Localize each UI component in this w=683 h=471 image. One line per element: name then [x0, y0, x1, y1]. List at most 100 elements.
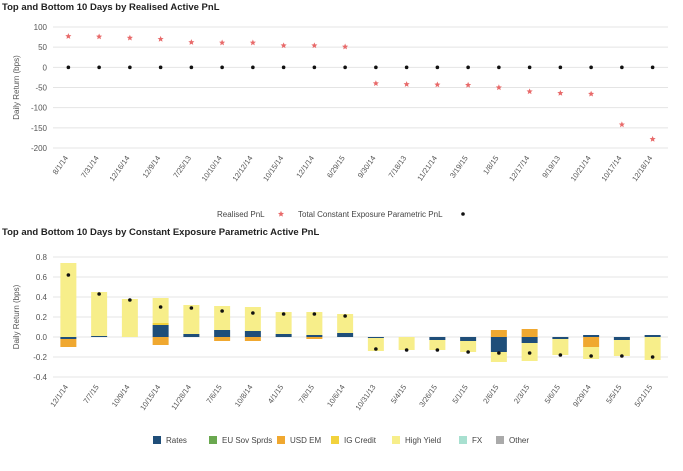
parametric-pnl-point — [189, 65, 194, 70]
bar-segment — [306, 335, 323, 337]
parametric-pnl-point — [66, 65, 71, 70]
bar-segment — [429, 340, 446, 350]
bar-segment — [521, 337, 538, 343]
x-tick-label: 9/30/14 — [356, 154, 378, 180]
bar-segment — [275, 312, 292, 334]
total-pnl-point — [558, 353, 563, 357]
x-tick-label: 9/19/13 — [540, 154, 562, 180]
legend-star-marker — [277, 210, 285, 217]
parametric-pnl-point — [158, 65, 163, 70]
bar-segment — [244, 337, 261, 341]
realised-pnl-point — [465, 81, 472, 88]
x-tick-label: 3/19/15 — [448, 154, 470, 180]
legend-dot-marker — [461, 212, 465, 216]
realised-pnl-point — [219, 39, 226, 46]
parametric-pnl-point — [281, 65, 286, 70]
y-tick-label: 0.0 — [36, 333, 48, 342]
bar-segment — [644, 335, 661, 337]
x-tick-label: 7/18/13 — [387, 154, 409, 180]
realised-pnl-point — [188, 39, 195, 45]
bar-segment — [429, 337, 446, 340]
total-pnl-point — [66, 273, 71, 277]
realised-pnl-point — [249, 39, 256, 46]
bar-segment — [214, 306, 231, 330]
bar-segment — [521, 329, 538, 337]
bar-segment — [152, 323, 169, 325]
legend-swatch — [331, 436, 339, 444]
x-tick-label: 10/9/14 — [110, 383, 132, 409]
y-tick-label: 0.2 — [36, 313, 48, 322]
x-tick-label: 5/21/15 — [633, 383, 655, 409]
parametric-pnl-point — [374, 65, 378, 70]
bar-segment — [91, 292, 108, 336]
x-tick-label: 12/16/14 — [107, 154, 131, 183]
total-pnl-point — [251, 311, 255, 315]
realised-pnl-point — [495, 84, 502, 91]
bar-segment — [91, 336, 108, 337]
total-pnl-point — [435, 348, 440, 352]
realised-pnl-point — [403, 81, 410, 87]
legend-label: FX — [472, 436, 483, 445]
bar-segment — [583, 335, 600, 337]
legend-label: USD EM — [290, 436, 321, 445]
x-tick-label: 10/15/14 — [261, 154, 285, 183]
total-pnl-point — [374, 347, 378, 351]
bar-segment — [583, 337, 600, 347]
bar-segment — [490, 337, 507, 352]
bar-segment — [152, 325, 169, 337]
legend-label: IG Credit — [344, 436, 377, 445]
total-pnl-point — [620, 354, 624, 358]
legend-label: Realised PnL — [217, 210, 265, 219]
x-tick-label: 6/29/15 — [325, 154, 347, 180]
y-tick-label: -0.2 — [33, 353, 47, 362]
parametric-pnl-point — [558, 65, 563, 70]
bar-segment — [337, 333, 354, 337]
bar-segment — [490, 330, 507, 337]
bar-segment — [183, 305, 200, 334]
x-tick-label: 5/5/15 — [604, 383, 623, 405]
x-tick-label: 7/6/15 — [204, 383, 223, 405]
x-tick-label: 9/29/14 — [571, 383, 593, 409]
x-tick-label: 11/21/14 — [415, 154, 439, 183]
parametric-pnl-point — [312, 65, 317, 70]
realised-pnl-chart-panel: Top and Bottom 10 Days by Realised Activ… — [0, 0, 683, 230]
total-pnl-point — [589, 354, 593, 358]
x-tick-label: 10/15/14 — [138, 383, 162, 412]
total-pnl-point — [527, 351, 532, 355]
y-tick-label: -50 — [35, 84, 47, 93]
bar-segment — [152, 298, 169, 323]
legend-label: High Yield — [405, 436, 441, 445]
legend-label: Total Constant Exposure Parametric PnL — [298, 210, 443, 219]
x-tick-label: 11/28/14 — [169, 383, 193, 412]
parametric-pnl-point — [650, 65, 655, 70]
x-tick-label: 10/31/13 — [353, 383, 377, 412]
bar-segment — [460, 341, 477, 352]
y-tick-label: 0.4 — [36, 293, 48, 302]
bar-segment — [398, 337, 415, 350]
y-tick-label: 0.8 — [36, 253, 48, 262]
x-tick-label: 7/31/14 — [79, 154, 101, 180]
total-pnl-point — [312, 312, 317, 316]
parametric-pnl-point — [435, 65, 440, 70]
legend-label: EU Sov Sprds — [222, 436, 272, 445]
x-tick-label: 8/1/14 — [51, 154, 70, 176]
y-tick-label: -100 — [31, 104, 48, 113]
legend-swatch — [277, 436, 285, 444]
realised-pnl-point — [96, 33, 103, 40]
chart-title: Top and Bottom 10 Days by Constant Expos… — [2, 227, 320, 238]
y-tick-label: -0.4 — [33, 373, 47, 382]
x-tick-label: 5/4/15 — [389, 383, 408, 405]
realised-pnl-point — [434, 81, 441, 88]
x-tick-label: 12/1/14 — [294, 154, 316, 180]
bar-segment — [613, 340, 630, 356]
bar-segment — [552, 337, 569, 339]
x-tick-label: 10/6/14 — [325, 383, 347, 409]
parametric-pnl-point — [589, 65, 593, 70]
total-pnl-point — [128, 298, 132, 302]
x-tick-label: 2/6/15 — [481, 383, 500, 405]
bar-segment — [337, 314, 354, 333]
total-pnl-point — [189, 306, 194, 310]
parametric-pnl-point — [527, 65, 532, 70]
y-tick-label: -150 — [31, 124, 48, 133]
legend-label: Rates — [166, 436, 187, 445]
